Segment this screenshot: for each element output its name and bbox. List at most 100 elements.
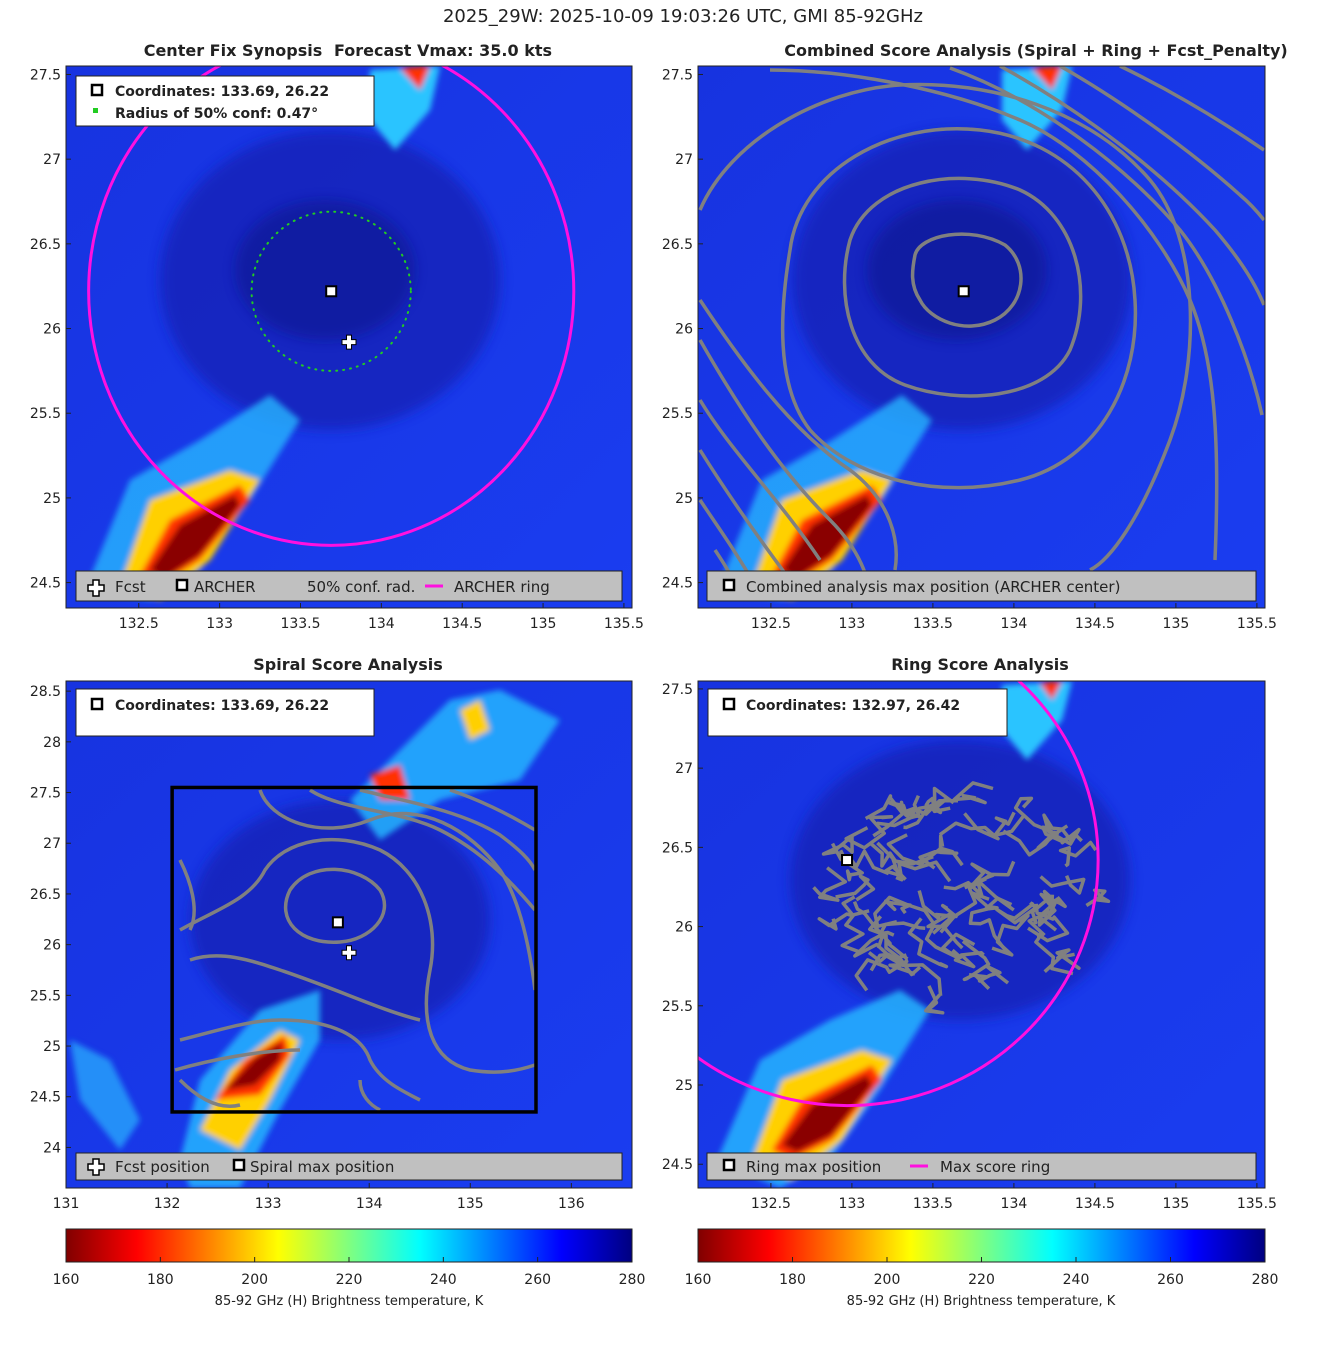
y-tick-label: 27 (43, 152, 61, 168)
conf-radius-circle (250, 210, 412, 372)
ring-score-contour (938, 812, 1000, 841)
y-tick-label: 27 (43, 836, 61, 852)
y-tick-label: 25 (675, 1078, 693, 1094)
axes-frame (697, 680, 1266, 1189)
ring-score-contour (1043, 948, 1081, 973)
ring-max-marker (841, 854, 854, 867)
y-tick-label: 25 (43, 1039, 61, 1055)
axes-frame (65, 65, 633, 609)
ring-score-contour (884, 898, 912, 915)
ring-score-contour (1037, 892, 1067, 927)
y-tick-label: 25.5 (30, 406, 61, 422)
colorbar-tick-label: 180 (779, 1272, 806, 1288)
x-tick-label: 132 (154, 1196, 181, 1212)
x-tick-label: 135 (530, 616, 557, 632)
legend-archer: ARCHER (194, 578, 256, 596)
y-tick-label: 26.5 (30, 887, 61, 903)
archer-marker (957, 285, 970, 298)
y-tick-label: 26 (43, 938, 61, 954)
ring-score-contour (995, 901, 1038, 925)
x-tick-label: 132.5 (119, 616, 159, 632)
colorbar-tick-label: 200 (241, 1272, 268, 1288)
axes-frame (65, 680, 633, 1189)
x-tick-label: 133 (255, 1196, 282, 1212)
y-tick-label: 25 (675, 491, 693, 507)
y-tick-label: 26.5 (30, 237, 61, 253)
legend: Combined analysis max position (ARCHER c… (706, 570, 1257, 602)
legend-fcst-position: Fcst position (115, 1158, 210, 1176)
forecast-marker (87, 1158, 105, 1176)
y-tick-label: 25.5 (662, 999, 693, 1015)
ring-score-contour (873, 895, 935, 929)
forecast-marker (87, 579, 105, 597)
colorbar-label: 85-92 GHz (H) Brightness temperature, K (847, 1294, 1116, 1309)
info-conf-radius: Radius of 50% conf: 0.47° (115, 106, 318, 122)
x-tick-label: 135 (1163, 616, 1190, 632)
ring-score-contour (907, 917, 949, 969)
green-dot-marker (93, 108, 98, 113)
suptitle: 2025_29W: 2025-10-09 19:03:26 UTC, GMI 8… (443, 6, 923, 27)
y-tick-label: 28.5 (30, 684, 61, 700)
archer-marker (90, 83, 104, 97)
rainband (717, 681, 1072, 1188)
y-tick-label: 26.5 (662, 237, 693, 253)
x-tick-label: 134 (1001, 1196, 1028, 1212)
y-tick-label: 27.5 (662, 67, 693, 83)
legend-ring-max: Ring max position (746, 1158, 881, 1176)
ring-score-contour (864, 794, 906, 821)
search-box (170, 785, 538, 1114)
legend: Ring max position Max score ring (706, 1152, 1257, 1181)
ring-score-contour (963, 862, 995, 890)
archer-marker (90, 697, 104, 711)
ring-score-contour (812, 866, 848, 902)
rainband (70, 690, 560, 1188)
info-box: Coordinates: 132.97, 26.42 (707, 688, 1008, 737)
colorbar-tick-label: 260 (1157, 1272, 1184, 1288)
y-tick-label: 28 (43, 735, 61, 751)
forecast-marker (341, 334, 357, 350)
ring-score-contour (993, 811, 1026, 838)
colorbar-gradient (697, 1228, 1266, 1263)
y-tick-label: 24.5 (662, 1157, 693, 1173)
panel-spiral-score: Spiral Score Analysis (30, 655, 633, 1212)
ring-score-contour (1034, 930, 1074, 976)
legend-spiral-max: Spiral max position (250, 1158, 394, 1176)
colorbar-left: 160 180 200 220 240 260 280 85-92 GHz (H) Brig… (53, 1228, 645, 1309)
ring-score-contour (844, 815, 894, 850)
archer-marker (325, 285, 338, 298)
ring-score-contour (991, 914, 1030, 957)
y-tick-label: 27 (675, 761, 693, 777)
ring-score-contour (1058, 840, 1098, 868)
y-tick-label: 24 (43, 1140, 61, 1156)
ring-score-contour (924, 796, 951, 815)
x-tick-label: 134 (356, 1196, 383, 1212)
axis-ticks: 132.5 133 133.5 134 134.5 135 135.5 24.5 25 25.5 2… (30, 67, 644, 632)
x-tick-label: 136 (558, 1196, 585, 1212)
colorbar-tick-label: 160 (685, 1272, 712, 1288)
axis-ticks: 132.5 133 133.5 134 134.5 135 135.5 24.5 25 25.5 2… (662, 67, 1277, 632)
colorbar-tick-label: 160 (53, 1272, 80, 1288)
y-tick-label: 25.5 (30, 988, 61, 1004)
info-coordinates: Coordinates: 133.69, 26.22 (115, 84, 329, 100)
x-tick-label: 133.5 (913, 616, 953, 632)
legend-fcst: Fcst (115, 578, 146, 596)
colorbar-tick-label: 280 (1252, 1272, 1279, 1288)
panel-combined-score: Combined Score Analysis (Spiral + Ring +… (662, 41, 1288, 632)
ring-score-contour (1042, 813, 1081, 846)
legend: Fcst ARCHER 50% conf. rad. ARCHER ring (75, 570, 623, 602)
ring-score-contour (840, 895, 865, 955)
x-tick-label: 133.5 (913, 1196, 953, 1212)
rainband (717, 66, 1072, 600)
ring-score-contour (835, 874, 876, 902)
x-tick-label: 135.5 (604, 616, 644, 632)
y-tick-label: 24.5 (30, 576, 61, 592)
x-tick-label: 135.5 (1237, 616, 1277, 632)
ring-score-contour (1085, 888, 1111, 907)
archer-marker (722, 578, 736, 592)
ring-score-contour (886, 800, 924, 819)
ring-score-contour (830, 842, 890, 876)
ring-score-contour (895, 860, 952, 883)
info-box: Coordinates: 133.69, 26.22 Radius of 50%… (75, 75, 375, 127)
x-tick-label: 132.5 (751, 1196, 791, 1212)
